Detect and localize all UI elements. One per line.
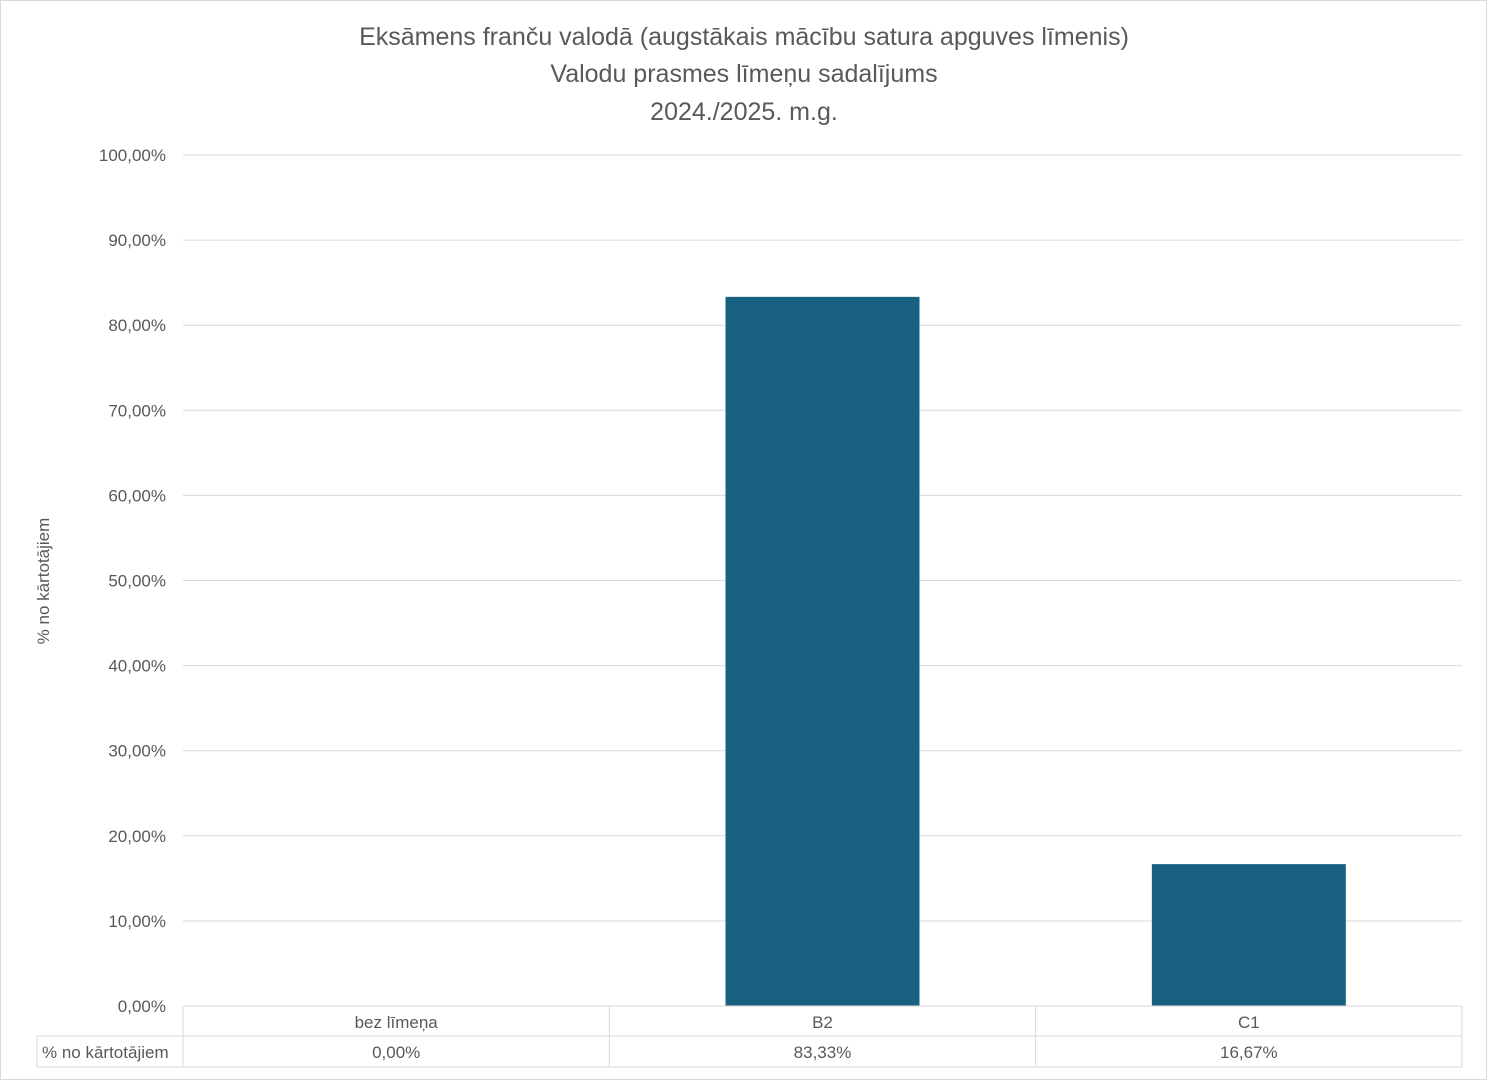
category-label: C1 <box>1238 1013 1260 1032</box>
data-table: bez līmeņa 0,00% B2 83,33% C1 16,67% % no kārt… <box>36 1005 1463 1068</box>
y-axis-ticks: 0,00% 10,00% 20,00% 30,00% 40,00% 50,00% 60,00… <box>99 146 166 1016</box>
bar-1 <box>725 296 920 1006</box>
y-tick-label: 40,00% <box>108 657 166 676</box>
y-axis-label: % no kārtotājiem <box>34 518 53 645</box>
y-tick-label: 20,00% <box>108 827 166 846</box>
chart-title: Eksāmens franču valodā (augstākais mācīb… <box>359 23 1129 126</box>
y-tick-label: 70,00% <box>108 401 166 420</box>
y-tick-label: 90,00% <box>108 231 166 250</box>
data-table-value: 0,00% <box>372 1043 420 1062</box>
chart-title-line-1: Eksāmens franču valodā (augstākais mācīb… <box>359 23 1129 51</box>
chart-title-line-2: Valodu prasmes līmeņu sadalījums <box>550 60 937 88</box>
y-tick-label: 0,00% <box>118 997 166 1016</box>
data-table-value: 83,33% <box>794 1043 852 1062</box>
category-label: B2 <box>812 1013 833 1032</box>
chart-title-line-3: 2024./2025. m.g. <box>650 98 838 126</box>
y-tick-label: 10,00% <box>108 912 166 931</box>
y-tick-label: 80,00% <box>108 316 166 335</box>
data-table-value: 16,67% <box>1220 1043 1278 1062</box>
category-label: bez līmeņa <box>355 1013 439 1032</box>
y-tick-label: 100,00% <box>99 146 166 165</box>
data-table-row-label: % no kārtotājiem <box>42 1043 169 1062</box>
bars <box>725 296 1346 1006</box>
y-tick-label: 60,00% <box>108 486 166 505</box>
y-tick-label: 50,00% <box>108 572 166 591</box>
bar-2 <box>1151 864 1346 1006</box>
y-tick-label: 30,00% <box>108 742 166 761</box>
